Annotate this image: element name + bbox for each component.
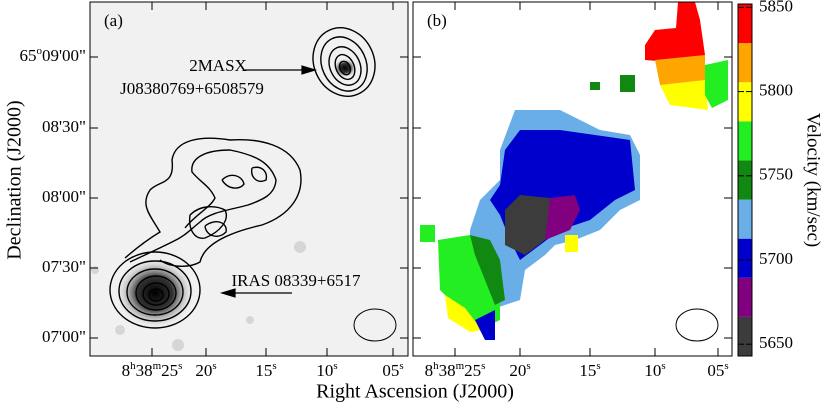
tick-label-part: s [596, 360, 600, 372]
colorbar-tick-label: 5850 [759, 0, 793, 15]
tick-label: 15s [255, 360, 276, 380]
tick-label-part: 20 [509, 361, 526, 380]
tick-label-part: s [724, 360, 728, 372]
tick-label-part: m [456, 360, 465, 372]
tick-label: 10s [644, 360, 665, 380]
colorbar-band [738, 4, 752, 44]
tick-label-part: 15 [255, 361, 272, 380]
tick-label-part: s [178, 360, 182, 372]
tick-label-part: 07'30" [42, 257, 86, 276]
annotation: 2MASX [189, 56, 247, 75]
tick-label-part: 8 [425, 361, 434, 380]
contours [109, 27, 376, 329]
tick-label-part: 15 [579, 361, 596, 380]
tick-label-part: 10 [316, 361, 333, 380]
colorbar-label: Velocity (km/sec) [803, 113, 824, 248]
tick-label-part: 25 [161, 361, 178, 380]
tick-label-part: s [481, 360, 485, 372]
tick-label-part: 25 [464, 361, 481, 380]
tick-label: 07'30" [42, 257, 86, 276]
tick-label-part: 38 [439, 361, 456, 380]
tick-label-part: 08'30" [42, 117, 86, 136]
tick-label-part: m [153, 360, 162, 372]
tick-label: 8h38m25s [122, 360, 183, 380]
tick-label-part: 38 [136, 361, 153, 380]
tick-label-part: 09'00" [42, 46, 86, 65]
tick-label-part: 65 [19, 46, 36, 65]
tick-label-part: 8 [122, 361, 131, 380]
colorbar-frame [737, 3, 753, 357]
panel-b-frame [412, 1, 733, 357]
tick-label: 20s [195, 360, 216, 380]
tick-label: 05s [382, 360, 403, 380]
tick-label-part: 10 [644, 361, 661, 380]
tick-label: 8h38m25s [425, 360, 486, 380]
tick-label: 05s [707, 360, 728, 380]
tick-label-part: 08'00" [42, 187, 86, 206]
colorbar-band [738, 43, 752, 83]
colorbar-band [738, 316, 752, 356]
velocity-map [420, 2, 728, 340]
arrows [219, 65, 318, 298]
tick-label: 08'30" [42, 117, 86, 136]
tick-label-part: 20 [195, 361, 212, 380]
x-axis-label: Right Ascension (J2000) [316, 381, 514, 403]
panel-a-frame [89, 1, 409, 357]
panel-label: (b) [427, 11, 447, 30]
tick-label-part: s [526, 360, 530, 372]
tick-label-part: h [433, 360, 439, 372]
panel-label: (a) [104, 11, 123, 30]
tick-label-part: o [36, 45, 42, 57]
colorbar-tick-label: 5800 [759, 80, 793, 99]
tick-label: 07'00" [42, 327, 86, 346]
tick-label: 20s [509, 360, 530, 380]
colorbar-tick-label: 5700 [759, 249, 793, 268]
y-axis-label: Declination (J2000) [4, 100, 26, 259]
colorbar-band [738, 199, 752, 239]
colorbar-band [738, 160, 752, 200]
beam-b [675, 308, 719, 342]
colorbar-band [738, 82, 752, 122]
tick-label-part: s [661, 360, 665, 372]
beam-a [353, 308, 397, 342]
colorbar-tick-label: 5650 [759, 333, 793, 352]
annotation: IRAS 08339+6517 [231, 271, 361, 290]
colorbar-band [738, 121, 752, 161]
tick-label-part: h [130, 360, 136, 372]
tick-label: 65o09'00" [19, 45, 86, 65]
colorbar-band [738, 277, 752, 317]
tick-label: 10s [316, 360, 337, 380]
tick-label-part: 05 [707, 361, 724, 380]
tick-label-part: s [399, 360, 403, 372]
tick-label: 15s [579, 360, 600, 380]
galaxy-source [333, 58, 357, 78]
tick-label-part: s [333, 360, 337, 372]
colorbar-band [738, 238, 752, 278]
tick-label-part: 05 [382, 361, 399, 380]
tick-label-part: s [272, 360, 276, 372]
colorbar-tick-label: 5750 [759, 165, 793, 184]
annotation: J08380769+6508579 [120, 79, 264, 98]
tick-label: 08'00" [42, 187, 86, 206]
tick-label-part: 07'00" [42, 327, 86, 346]
tick-label-part: s [212, 360, 216, 372]
